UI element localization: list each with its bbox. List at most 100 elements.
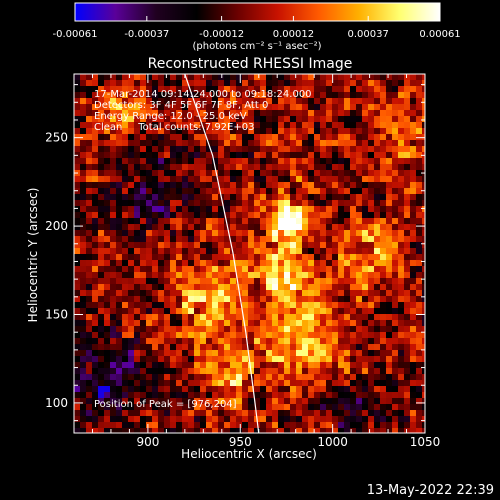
heatmap-cell xyxy=(284,416,291,423)
heatmap-cell xyxy=(134,116,141,123)
heatmap-cell xyxy=(272,290,279,297)
heatmap-cell xyxy=(338,428,345,433)
heatmap-cell xyxy=(398,188,405,195)
heatmap-cell xyxy=(266,368,273,375)
heatmap-cell xyxy=(134,188,141,195)
heatmap-cell xyxy=(140,152,147,159)
heatmap-cell xyxy=(182,140,189,147)
heatmap-cell xyxy=(212,290,219,297)
heatmap-cell xyxy=(182,176,189,183)
heatmap-cell xyxy=(356,416,363,423)
heatmap-cell xyxy=(404,368,411,375)
heatmap-cell xyxy=(152,140,159,147)
heatmap-cell xyxy=(302,206,309,213)
heatmap-cell xyxy=(206,290,213,297)
heatmap-cell xyxy=(332,290,339,297)
heatmap-cell xyxy=(134,326,141,333)
heatmap-cell xyxy=(380,230,387,237)
heatmap-cell xyxy=(284,86,291,93)
heatmap-cell xyxy=(188,308,195,315)
heatmap-cell xyxy=(206,170,213,177)
heatmap-cell xyxy=(212,80,219,87)
heatmap-cell xyxy=(200,356,207,363)
heatmap-cell xyxy=(254,92,261,99)
heatmap-cell xyxy=(422,344,425,351)
heatmap-cell xyxy=(170,74,177,81)
heatmap-cell xyxy=(278,206,285,213)
heatmap-cell xyxy=(362,398,369,405)
heatmap-cell xyxy=(176,350,183,357)
heatmap-cell xyxy=(416,338,423,345)
heatmap-cell xyxy=(254,410,261,417)
heatmap-cell xyxy=(92,116,99,123)
heatmap-cell xyxy=(314,344,321,351)
heatmap-cell xyxy=(284,410,291,417)
heatmap-cell xyxy=(86,212,93,219)
heatmap-cell xyxy=(176,104,183,111)
heatmap-cell xyxy=(266,380,273,387)
heatmap-cell xyxy=(266,218,273,225)
heatmap-cell xyxy=(170,320,177,327)
heatmap-cell xyxy=(236,128,243,135)
heatmap-cell xyxy=(98,200,105,207)
heatmap-cell xyxy=(314,290,321,297)
heatmap-cell xyxy=(302,98,309,105)
heatmap-cell xyxy=(308,356,315,363)
heatmap-cell xyxy=(320,104,327,111)
heatmap-cell xyxy=(362,188,369,195)
heatmap-cell xyxy=(356,338,363,345)
heatmap-cell xyxy=(182,260,189,267)
heatmap-cell xyxy=(416,194,423,201)
heatmap-cell xyxy=(86,260,93,267)
heatmap-cell xyxy=(110,200,117,207)
heatmap-cell xyxy=(188,416,195,423)
heatmap-cell xyxy=(308,134,315,141)
heatmap-cell xyxy=(302,386,309,393)
heatmap-cell xyxy=(242,188,249,195)
heatmap-cell xyxy=(272,110,279,117)
heatmap-cell xyxy=(176,224,183,231)
heatmap-cell xyxy=(236,284,243,291)
heatmap-cell xyxy=(146,224,153,231)
heatmap-cell xyxy=(80,344,87,351)
heatmap-cell xyxy=(242,278,249,285)
heatmap-cell xyxy=(368,290,375,297)
heatmap-cell xyxy=(326,212,333,219)
heatmap-cell xyxy=(392,254,399,261)
heatmap-cell xyxy=(392,392,399,399)
heatmap-cell xyxy=(170,176,177,183)
heatmap-cell xyxy=(212,122,219,129)
heatmap-cell xyxy=(416,230,423,237)
heatmap-cell xyxy=(404,398,411,405)
heatmap-cell xyxy=(116,320,123,327)
heatmap-cell xyxy=(200,206,207,213)
heatmap-cell xyxy=(344,236,351,243)
heatmap-cell xyxy=(176,92,183,99)
heatmap-cell xyxy=(146,242,153,249)
heatmap-cell xyxy=(134,164,141,171)
heatmap-cell xyxy=(110,134,117,141)
heatmap-cell xyxy=(368,428,375,433)
heatmap-cell xyxy=(218,386,225,393)
heatmap-cell xyxy=(338,224,345,231)
heatmap-cell xyxy=(350,374,357,381)
heatmap-cell xyxy=(152,194,159,201)
heatmap-cell xyxy=(380,416,387,423)
heatmap-cell xyxy=(182,356,189,363)
heatmap-cell xyxy=(182,206,189,213)
heatmap-cell xyxy=(284,368,291,375)
heatmap-cell xyxy=(158,152,165,159)
heatmap-cell xyxy=(140,110,147,117)
heatmap-cell xyxy=(386,134,393,141)
heatmap-cell xyxy=(230,410,237,417)
heatmap-cell xyxy=(116,344,123,351)
heatmap-cell xyxy=(230,218,237,225)
heatmap-cell xyxy=(218,410,225,417)
heatmap-cell xyxy=(122,404,129,411)
heatmap-cell xyxy=(296,92,303,99)
heatmap-cell xyxy=(74,242,81,249)
heatmap-cell xyxy=(80,74,87,81)
heatmap-cell xyxy=(392,122,399,129)
heatmap-cell xyxy=(122,224,129,231)
heatmap-cell xyxy=(290,362,297,369)
